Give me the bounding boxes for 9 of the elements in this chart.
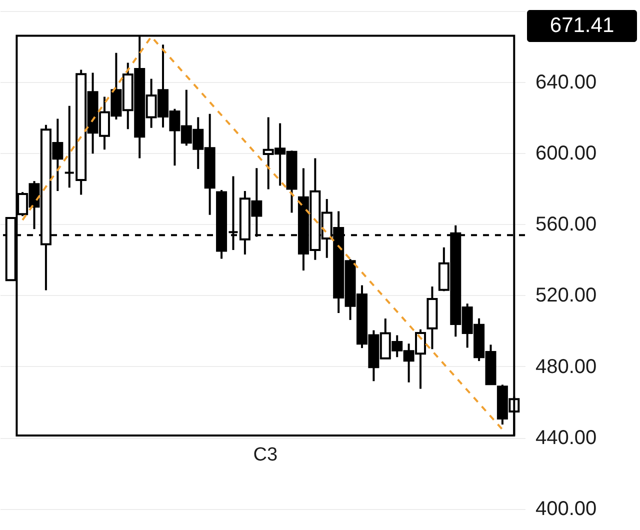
text: 671.41	[550, 14, 614, 37]
y-tick-label: 480.00	[536, 356, 597, 378]
y-tick-label: 440.00	[536, 427, 597, 450]
y-tick-label: 400.00	[536, 498, 597, 520]
y-tick-label: 560.00	[536, 214, 597, 236]
y-tick-label: 520.00	[536, 284, 597, 307]
annotation: C3	[253, 444, 278, 466]
y-tick-label: 600.00	[536, 142, 597, 164]
y-tick-label: 640.00	[536, 71, 597, 94]
